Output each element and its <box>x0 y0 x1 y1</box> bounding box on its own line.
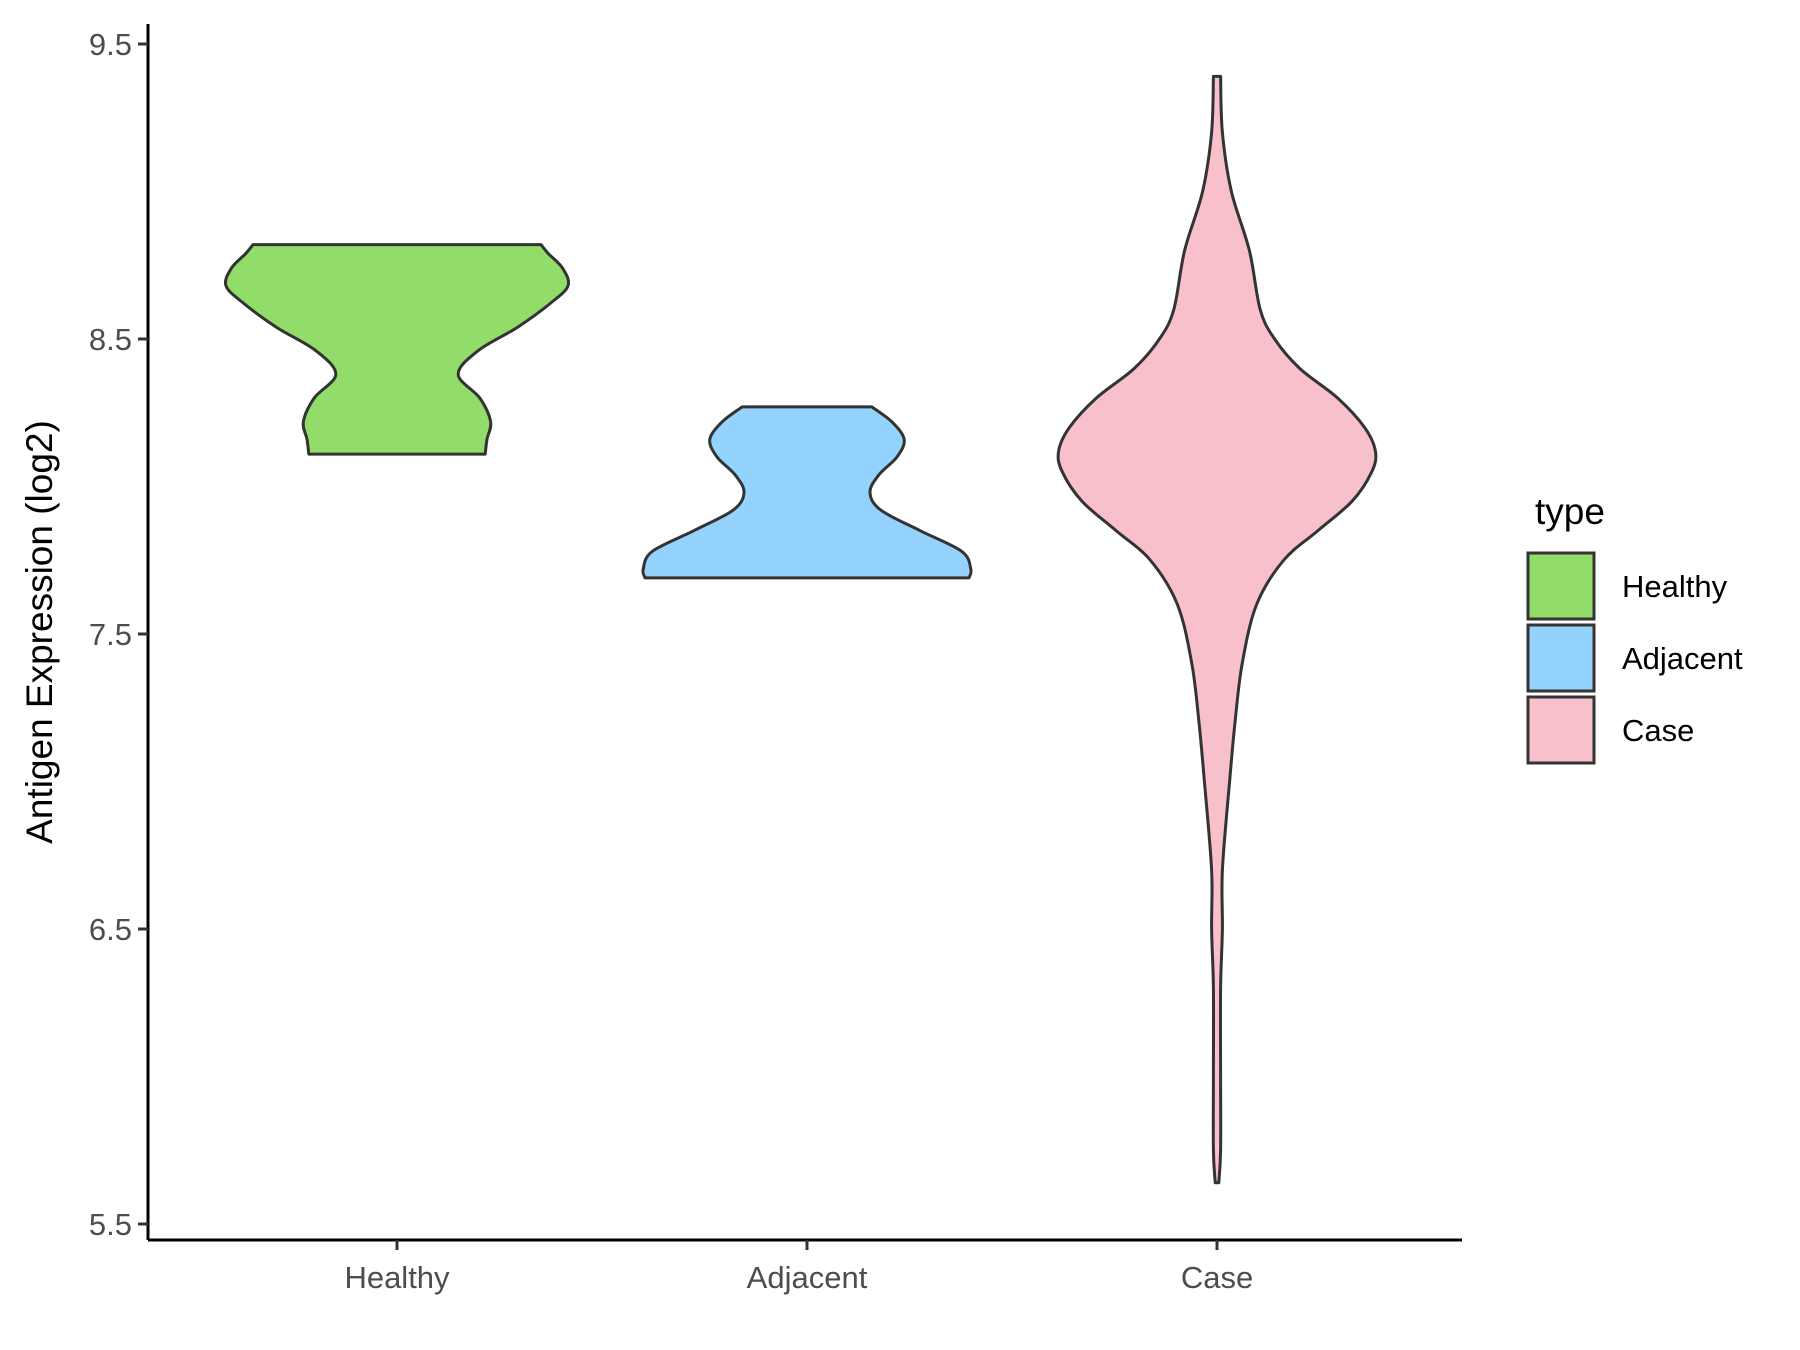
x-ticks: Healthy Adjacent Case <box>344 1240 1253 1295</box>
y-ticks: 5.5 6.5 7.5 8.5 9.5 <box>89 27 148 1242</box>
y-tick-label: 9.5 <box>89 27 132 62</box>
legend-title: type <box>1535 491 1605 532</box>
violins <box>223 74 1378 1185</box>
x-tick-label: Healthy <box>344 1260 450 1295</box>
y-tick-label: 5.5 <box>89 1207 132 1242</box>
axes <box>146 24 1462 1242</box>
x-tick-label: Adjacent <box>747 1260 868 1295</box>
violin-healthy <box>223 243 571 456</box>
legend-label: Case <box>1622 713 1694 748</box>
legend-label: Healthy <box>1622 569 1728 604</box>
legend-key-adjacent <box>1526 623 1596 693</box>
y-tick-label: 7.5 <box>89 617 132 652</box>
y-tick-label: 8.5 <box>89 322 132 357</box>
legend: type Healthy Adjacent Case <box>1526 491 1743 765</box>
y-axis-title: Antigen Expression (log2) <box>19 420 60 844</box>
violin-adjacent <box>641 405 973 580</box>
legend-key-case <box>1526 695 1596 765</box>
legend-label: Adjacent <box>1622 641 1743 676</box>
legend-entries: Healthy Adjacent Case <box>1526 551 1743 765</box>
x-tick-label: Case <box>1181 1260 1253 1295</box>
legend-key-healthy <box>1526 551 1596 621</box>
violin-case <box>1056 74 1378 1185</box>
y-tick-label: 6.5 <box>89 912 132 947</box>
